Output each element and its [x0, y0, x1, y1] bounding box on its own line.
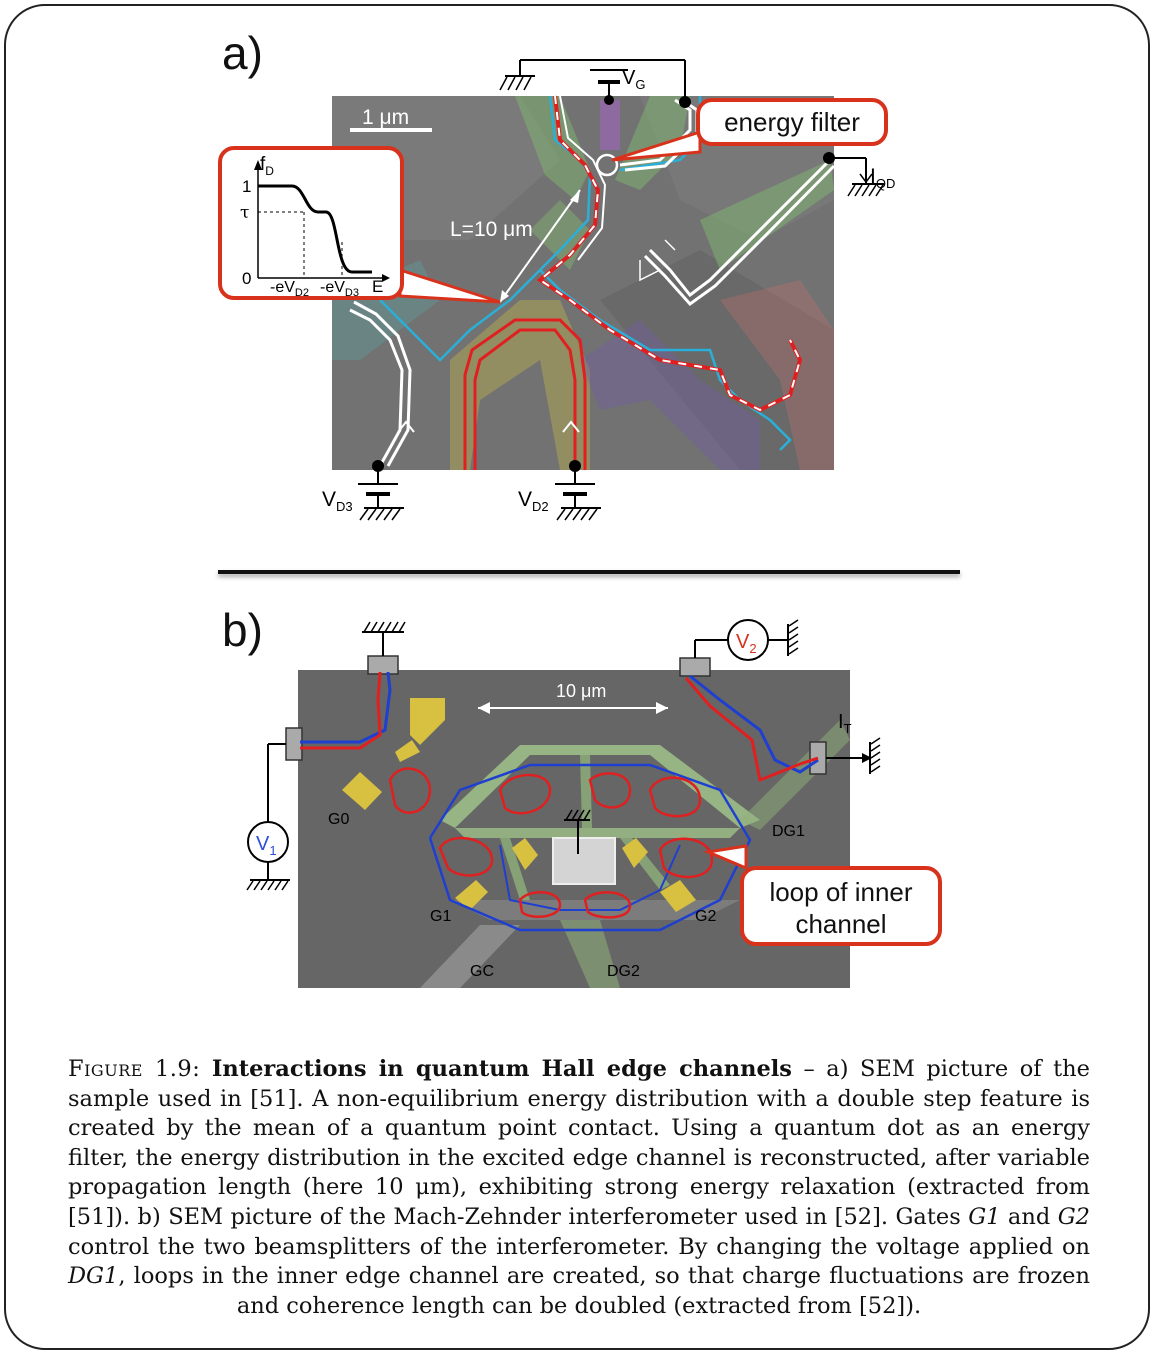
caption-part3: control the two beamsplitters of the int… — [68, 1233, 1090, 1260]
length-label: L=10 μm — [450, 218, 533, 241]
vd3-label: VD3 — [322, 488, 353, 514]
gate-g0-label: G0 — [328, 811, 349, 828]
loop-callout: loop of inner channel — [740, 866, 942, 946]
vd2-label: VD2 — [518, 488, 549, 514]
iqd-label: IQD — [870, 165, 895, 191]
panel-b-label: b) — [222, 604, 263, 656]
gate-dg1-label: DG1 — [772, 823, 805, 840]
panel-b-sem-image: 10 μm G0 G1 G2 GC DG2 DG1 V2 V1 IT — [246, 619, 881, 988]
distribution-inset-plot: fD 1 τ 0 -eVD2 -eVD3 E — [240, 154, 390, 296]
inset-x-tick-d2: -eVD2 — [270, 279, 309, 296]
panel-divider — [218, 570, 960, 574]
scale-bar-label-b: 10 μm — [556, 681, 606, 701]
it-label: IT — [838, 711, 852, 736]
energy-filter-callout: energy filter — [696, 98, 888, 146]
caption-title: Interactions in quantum Hall edge channe… — [211, 1056, 792, 1082]
panel-a-sem-image: 1 μm L=10 μm VG IQD VD3 VD2 — [322, 59, 895, 521]
caption-dg1: DG1 — [68, 1263, 119, 1290]
distribution-inset-callout: fD 1 τ 0 -eVD2 -eVD3 E — [218, 146, 404, 300]
figure-caption: Figure 1.9: Interactions in quantum Hall… — [68, 1055, 1090, 1321]
page-frame — [4, 4, 1150, 1350]
inset-x-tick-d3: -eVD3 — [320, 279, 359, 296]
inset-x-label: E — [372, 277, 383, 296]
v1-label: V1 — [256, 833, 277, 858]
v2-label: V2 — [736, 631, 757, 656]
gate-dg2-label: DG2 — [607, 963, 640, 980]
gate-g2-label: G2 — [695, 908, 716, 925]
caption-part2: and — [1000, 1203, 1058, 1230]
caption-figure-number: Figure 1.9: — [68, 1056, 201, 1082]
inset-y-tick-1: 1 — [242, 177, 251, 196]
caption-part1: – a) SEM picture of the sample used in [… — [68, 1056, 1090, 1230]
scale-bar-label-a: 1 μm — [362, 106, 409, 129]
caption-g2: G2 — [1057, 1203, 1090, 1230]
inset-y-label: fD — [260, 154, 274, 178]
energy-filter-text: energy filter — [724, 107, 860, 137]
caption-part4: , loops in the inner edge channel are cr… — [118, 1263, 1090, 1319]
vg-label: VG — [622, 67, 645, 92]
loop-callout-line1: loop of inner — [769, 877, 913, 907]
caption-g1: G1 — [968, 1203, 1001, 1230]
panel-a-label: a) — [222, 27, 263, 79]
gate-g1-label: G1 — [430, 908, 451, 925]
gate-gc-label: GC — [470, 963, 494, 980]
loop-callout-line2: channel — [795, 909, 887, 939]
inset-y-tick-0: 0 — [242, 269, 251, 288]
inset-y-tick-tau: τ — [240, 203, 249, 223]
